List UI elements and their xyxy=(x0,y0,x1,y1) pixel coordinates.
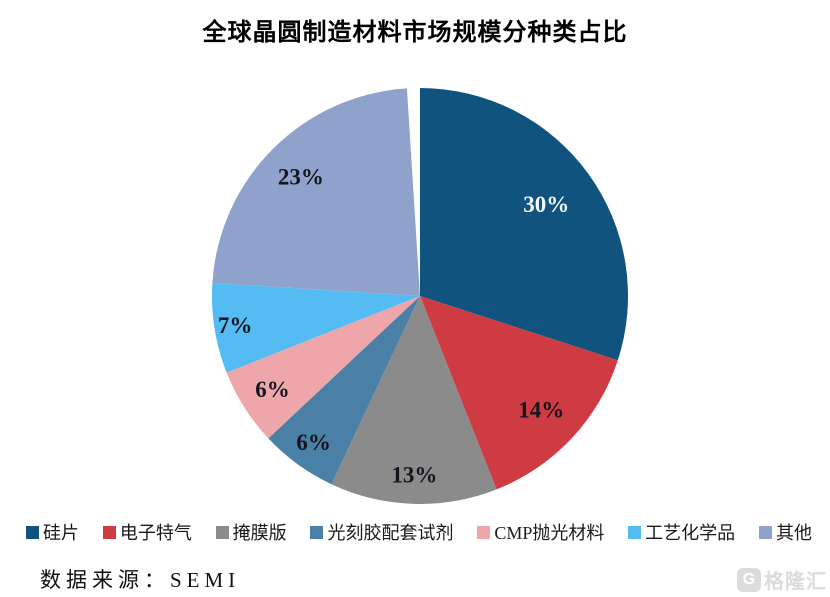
legend-label: 硅片 xyxy=(43,523,79,543)
pie-slice-4 xyxy=(268,296,420,485)
legend-label: 其他 xyxy=(776,523,812,543)
pie-slice-5 xyxy=(226,296,420,439)
watermark-logo: G 格隆汇 xyxy=(737,565,827,594)
legend-swatch-icon xyxy=(102,525,116,539)
legend-item-6: 工艺化学品 xyxy=(628,519,735,545)
data-source-label: 数据来源：SEMI xyxy=(40,568,241,592)
chart-title: 全球晶圆制造材料市场规模分种类占比 xyxy=(202,19,628,46)
pie-slice-3 xyxy=(331,296,497,504)
legend-swatch-icon xyxy=(310,525,324,539)
legend-item-4: 光刻胶配套试剂 xyxy=(310,519,453,545)
legend-label: 工艺化学品 xyxy=(645,523,736,543)
legend-label: CMP抛光材料 xyxy=(494,523,605,543)
pie-percent-label-6: 7% xyxy=(218,313,253,338)
legend-swatch-icon xyxy=(215,525,229,539)
pie-percent-label-3: 13% xyxy=(391,462,437,487)
pie-slice-6 xyxy=(212,282,420,373)
legend-item-7: 其他 xyxy=(759,519,812,545)
pie-chart: 30% 14% 13% 6% 6% 7% 23% xyxy=(212,88,628,504)
legend-swatch-icon xyxy=(759,525,772,539)
legend-swatch-icon xyxy=(26,525,39,539)
pie-percent-label-2: 14% xyxy=(518,397,564,422)
pie-slice-7 xyxy=(212,88,420,296)
legend-item-2: 电子特气 xyxy=(102,519,192,545)
pie-percent-label-5: 6% xyxy=(255,377,290,402)
pie-percent-label-1: 30% xyxy=(523,192,569,217)
legend-item-3: 掩膜版 xyxy=(215,519,287,545)
pie-percent-label-7: 23% xyxy=(278,164,324,189)
legend-swatch-icon xyxy=(477,525,491,539)
legend-item-1: 硅片 xyxy=(26,519,79,545)
pie-slice-1 xyxy=(420,88,628,361)
legend-swatch-icon xyxy=(628,525,642,539)
pie-slice-2 xyxy=(420,296,618,490)
legend-label: 电子特气 xyxy=(119,523,192,543)
legend-label: 光刻胶配套试剂 xyxy=(327,523,454,543)
chart-legend: 硅片 电子特气 掩膜版 光刻胶配套试剂 CMP抛光材料 工艺化学品 其他 xyxy=(26,521,812,543)
pie-percent-label-4: 6% xyxy=(296,430,331,455)
legend-item-5: CMP抛光材料 xyxy=(477,519,604,545)
legend-label: 掩膜版 xyxy=(232,523,287,543)
gelonghui-logo-icon: G xyxy=(737,567,761,592)
watermark-text: 格隆汇 xyxy=(764,571,827,593)
